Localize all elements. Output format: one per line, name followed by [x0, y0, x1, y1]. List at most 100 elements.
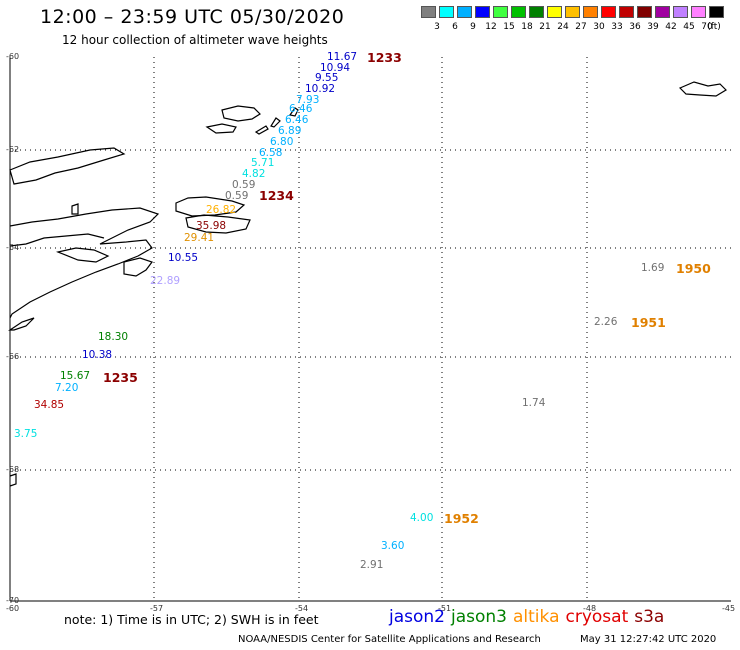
latitude-tick-label: -66: [6, 352, 20, 361]
scale-swatch: [601, 6, 616, 18]
latitude-tick-label: -68: [6, 465, 20, 474]
wave-height-label: 5.71: [251, 157, 275, 169]
wave-height-label: 10.94: [320, 62, 351, 74]
wave-height-label: 6.58: [259, 147, 283, 159]
wave-height-label: 35.98: [196, 220, 227, 232]
scale-label: 39: [647, 22, 659, 32]
scale-label: 70: [701, 22, 713, 32]
scale-swatch: [691, 6, 706, 18]
scale-swatch: [475, 6, 490, 18]
latitude-tick-label: -64: [6, 243, 20, 252]
wave-height-label: 1.69: [641, 262, 665, 274]
wave-height-label: 18.30: [98, 331, 129, 343]
longitude-tick-label: -51: [438, 604, 452, 613]
scale-label: 45: [683, 22, 695, 32]
scale-label: 42: [665, 22, 677, 32]
scale-swatch: [673, 6, 688, 18]
scale-label: 33: [611, 22, 623, 32]
scale-label: 6: [452, 22, 458, 32]
wave-height-label: 7.93: [296, 94, 320, 106]
scale-swatch: [637, 6, 652, 18]
footer-timestamp: May 31 12:27:42 UTC 2020: [580, 634, 717, 645]
wave-height-label: 2.26: [594, 316, 618, 328]
graticule-grid: [10, 57, 731, 601]
coastline-south-shetland: [175, 105, 299, 234]
wave-height-label: 0.59: [225, 190, 249, 202]
map-frame: [9, 57, 731, 602]
scale-swatch: [421, 6, 436, 18]
wave-height-label: 10.38: [82, 349, 113, 361]
wave-height-label: 11.67: [327, 51, 358, 63]
footer-note: note: 1) Time is in UTC; 2) SWH is in fe…: [64, 612, 319, 627]
scale-label: 27: [575, 22, 587, 32]
scale-label: 24: [557, 22, 569, 32]
satellite-legend-item: jason3: [451, 607, 507, 627]
wave-height-label: 7.20: [55, 382, 79, 394]
coastline-antarctic-peninsula: [8, 147, 160, 487]
pass-time-label: 1951: [631, 315, 666, 330]
wave-height-label: 10.55: [168, 252, 199, 264]
wave-height-label: 1.74: [522, 397, 546, 409]
wave-height-label: 22.89: [150, 275, 181, 287]
scale-label: 21: [539, 22, 551, 32]
latitude-tick-label: -62: [6, 145, 20, 154]
scale-swatch: [493, 6, 508, 18]
longitude-tick-label: -57: [150, 604, 164, 613]
scale-label: 30: [593, 22, 605, 32]
wave-height-label: 26.82: [206, 204, 237, 216]
scale-label: 9: [470, 22, 476, 32]
scale-swatch: [457, 6, 472, 18]
wave-height-label: 0.59: [232, 179, 256, 191]
scale-swatch: [655, 6, 670, 18]
longitude-tick-label: -60: [6, 604, 20, 613]
wave-height-label: 4.00: [410, 512, 434, 524]
satellite-legend-item: cryosat: [565, 607, 629, 627]
scale-swatch: [439, 6, 454, 18]
wave-height-label: 4.82: [242, 168, 266, 180]
wave-height-color-scale: 3 6 9 12 15 18 21 24 27 30 33 36 39 42 45 70 (ft): [421, 6, 731, 36]
wave-height-label: 9.55: [315, 72, 339, 84]
scale-swatch: [583, 6, 598, 18]
wave-height-label: 34.85: [34, 399, 65, 411]
wave-height-label: 2.91: [360, 559, 384, 571]
footer-credit: NOAA/NESDIS Center for Satellite Applica…: [238, 634, 541, 645]
latitude-tick-label: -70: [6, 596, 20, 605]
scale-label: (ft): [707, 22, 721, 32]
scale-swatch: [547, 6, 562, 18]
scale-swatch: [709, 6, 724, 18]
satellite-legend-item: jason2: [389, 607, 445, 627]
pass-time-label: 1952: [444, 511, 479, 526]
pass-time-label: 1234: [259, 188, 294, 203]
satellite-legend: jason2 jason3 altika cryosat s3a: [389, 607, 670, 627]
latitude-tick-label: -60: [6, 52, 20, 61]
wave-height-label: 15.67: [60, 370, 91, 382]
wave-height-label: 6.89: [278, 125, 302, 137]
wave-height-label: 10.92: [305, 83, 336, 95]
wave-height-label: 6.46: [289, 103, 313, 115]
map-title: 12:00 – 23:59 UTC 05/30/2020: [40, 6, 345, 28]
wave-height-label: 3.75: [14, 428, 38, 440]
longitude-tick-label: -54: [295, 604, 309, 613]
wave-height-label: 6.80: [270, 136, 294, 148]
scale-swatch: [511, 6, 526, 18]
scale-swatch: [565, 6, 580, 18]
scale-label: 15: [503, 22, 515, 32]
pass-time-label: 1235: [103, 370, 138, 385]
scale-label: 18: [521, 22, 533, 32]
map-subtitle: 12 hour collection of altimeter wave hei…: [62, 33, 328, 47]
scale-label: 3: [434, 22, 440, 32]
wave-height-label: 3.60: [381, 540, 405, 552]
longitude-tick-label: -45: [722, 604, 736, 613]
wave-height-label: 29.41: [184, 232, 215, 244]
longitude-tick-label: -48: [583, 604, 597, 613]
scale-label: 12: [485, 22, 497, 32]
wave-height-label: 6.46: [285, 114, 309, 126]
scale-swatch: [619, 6, 634, 18]
pass-time-label: 1233: [367, 50, 402, 65]
satellite-legend-item: altika: [513, 607, 560, 627]
coastline-south-orkney: [678, 81, 727, 97]
satellite-legend-item: s3a: [634, 607, 665, 627]
scale-swatch: [529, 6, 544, 18]
pass-time-label: 1950: [676, 261, 711, 276]
